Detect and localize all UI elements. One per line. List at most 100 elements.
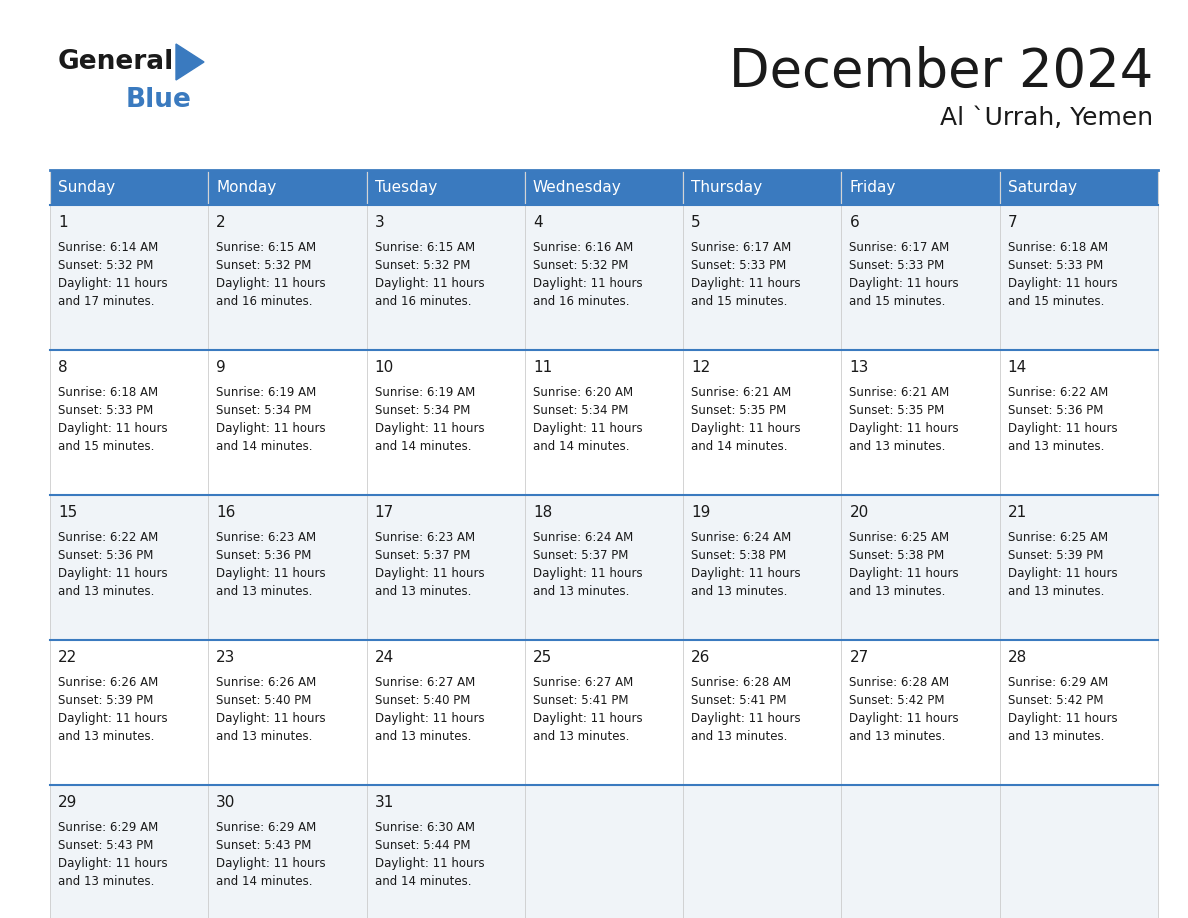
Text: Daylight: 11 hours: Daylight: 11 hours [216, 857, 326, 870]
Text: and 13 minutes.: and 13 minutes. [1007, 585, 1104, 598]
Text: Sunrise: 6:15 AM: Sunrise: 6:15 AM [374, 241, 475, 254]
Text: Daylight: 11 hours: Daylight: 11 hours [58, 857, 168, 870]
Text: and 13 minutes.: and 13 minutes. [849, 440, 946, 453]
Text: 24: 24 [374, 650, 393, 665]
Bar [367, 495, 525, 640]
Text: Daylight: 11 hours: Daylight: 11 hours [1007, 712, 1118, 725]
Bar [1000, 785, 1158, 918]
Text: Sunset: 5:34 PM: Sunset: 5:34 PM [374, 404, 470, 417]
Text: Sunset: 5:43 PM: Sunset: 5:43 PM [216, 839, 311, 852]
Text: 14: 14 [1007, 360, 1026, 375]
Text: and 16 minutes.: and 16 minutes. [216, 295, 312, 308]
Text: Sunrise: 6:19 AM: Sunrise: 6:19 AM [216, 386, 316, 399]
Text: 5: 5 [691, 215, 701, 230]
Text: Sunrise: 6:21 AM: Sunrise: 6:21 AM [849, 386, 949, 399]
Text: Sunrise: 6:20 AM: Sunrise: 6:20 AM [533, 386, 633, 399]
Text: Sunrise: 6:26 AM: Sunrise: 6:26 AM [58, 676, 158, 689]
Bar [50, 785, 208, 918]
Text: 28: 28 [1007, 650, 1026, 665]
Text: 7: 7 [1007, 215, 1017, 230]
Text: and 13 minutes.: and 13 minutes. [58, 730, 154, 743]
Bar [1000, 170, 1158, 205]
Text: Sunset: 5:36 PM: Sunset: 5:36 PM [58, 549, 153, 562]
Text: Saturday: Saturday [1007, 180, 1076, 195]
Text: Sunrise: 6:30 AM: Sunrise: 6:30 AM [374, 821, 474, 834]
Text: and 13 minutes.: and 13 minutes. [533, 585, 630, 598]
Text: Sunrise: 6:25 AM: Sunrise: 6:25 AM [1007, 531, 1108, 544]
Text: and 13 minutes.: and 13 minutes. [691, 585, 788, 598]
Text: Daylight: 11 hours: Daylight: 11 hours [691, 712, 801, 725]
Text: Friday: Friday [849, 180, 896, 195]
Text: Sunrise: 6:18 AM: Sunrise: 6:18 AM [1007, 241, 1108, 254]
Text: 18: 18 [533, 505, 552, 520]
Text: 15: 15 [58, 505, 77, 520]
Text: and 13 minutes.: and 13 minutes. [691, 730, 788, 743]
Text: Daylight: 11 hours: Daylight: 11 hours [691, 567, 801, 580]
Text: Sunset: 5:34 PM: Sunset: 5:34 PM [216, 404, 311, 417]
Text: Thursday: Thursday [691, 180, 763, 195]
Bar [683, 170, 841, 205]
Text: and 14 minutes.: and 14 minutes. [216, 440, 312, 453]
Bar [841, 785, 1000, 918]
Text: Daylight: 11 hours: Daylight: 11 hours [1007, 567, 1118, 580]
Bar [683, 205, 841, 350]
Text: Daylight: 11 hours: Daylight: 11 hours [216, 422, 326, 435]
Text: 31: 31 [374, 795, 394, 810]
Text: Daylight: 11 hours: Daylight: 11 hours [58, 277, 168, 290]
Text: and 13 minutes.: and 13 minutes. [1007, 440, 1104, 453]
Text: Sunrise: 6:29 AM: Sunrise: 6:29 AM [216, 821, 316, 834]
Text: Sunrise: 6:25 AM: Sunrise: 6:25 AM [849, 531, 949, 544]
Text: Daylight: 11 hours: Daylight: 11 hours [374, 422, 485, 435]
Polygon shape [176, 44, 204, 80]
Bar [208, 495, 367, 640]
Bar [1000, 640, 1158, 785]
Text: Daylight: 11 hours: Daylight: 11 hours [58, 422, 168, 435]
Bar [208, 205, 367, 350]
Text: Sunrise: 6:24 AM: Sunrise: 6:24 AM [691, 531, 791, 544]
Text: Sunrise: 6:21 AM: Sunrise: 6:21 AM [691, 386, 791, 399]
Text: 8: 8 [58, 360, 68, 375]
Text: Daylight: 11 hours: Daylight: 11 hours [216, 712, 326, 725]
Bar [683, 495, 841, 640]
Bar [1000, 350, 1158, 495]
Text: Sunrise: 6:23 AM: Sunrise: 6:23 AM [216, 531, 316, 544]
Text: Daylight: 11 hours: Daylight: 11 hours [374, 277, 485, 290]
Text: and 14 minutes.: and 14 minutes. [374, 440, 472, 453]
Text: Daylight: 11 hours: Daylight: 11 hours [849, 712, 959, 725]
Text: and 13 minutes.: and 13 minutes. [374, 730, 470, 743]
Bar [367, 205, 525, 350]
Text: Wednesday: Wednesday [533, 180, 621, 195]
Bar [208, 785, 367, 918]
Text: Sunrise: 6:28 AM: Sunrise: 6:28 AM [849, 676, 949, 689]
Text: Sunrise: 6:17 AM: Sunrise: 6:17 AM [691, 241, 791, 254]
Text: 23: 23 [216, 650, 235, 665]
Text: Daylight: 11 hours: Daylight: 11 hours [533, 277, 643, 290]
Bar [525, 640, 683, 785]
Bar [525, 170, 683, 205]
Text: Sunset: 5:35 PM: Sunset: 5:35 PM [691, 404, 786, 417]
Text: and 13 minutes.: and 13 minutes. [849, 730, 946, 743]
Bar [683, 640, 841, 785]
Text: Sunrise: 6:24 AM: Sunrise: 6:24 AM [533, 531, 633, 544]
Text: Daylight: 11 hours: Daylight: 11 hours [374, 567, 485, 580]
Text: Daylight: 11 hours: Daylight: 11 hours [216, 277, 326, 290]
Text: Tuesday: Tuesday [374, 180, 437, 195]
Text: Daylight: 11 hours: Daylight: 11 hours [533, 422, 643, 435]
Text: Sunset: 5:42 PM: Sunset: 5:42 PM [1007, 694, 1104, 707]
Text: and 14 minutes.: and 14 minutes. [216, 875, 312, 888]
Text: Sunrise: 6:19 AM: Sunrise: 6:19 AM [374, 386, 475, 399]
Bar [525, 785, 683, 918]
Text: 20: 20 [849, 505, 868, 520]
Bar [525, 205, 683, 350]
Bar [367, 350, 525, 495]
Text: Sunrise: 6:17 AM: Sunrise: 6:17 AM [849, 241, 949, 254]
Text: Daylight: 11 hours: Daylight: 11 hours [216, 567, 326, 580]
Text: and 13 minutes.: and 13 minutes. [374, 585, 470, 598]
Text: and 13 minutes.: and 13 minutes. [216, 585, 312, 598]
Text: Daylight: 11 hours: Daylight: 11 hours [691, 422, 801, 435]
Text: 27: 27 [849, 650, 868, 665]
Text: Sunrise: 6:22 AM: Sunrise: 6:22 AM [58, 531, 158, 544]
Text: 3: 3 [374, 215, 385, 230]
Bar [841, 350, 1000, 495]
Text: Sunset: 5:41 PM: Sunset: 5:41 PM [691, 694, 786, 707]
